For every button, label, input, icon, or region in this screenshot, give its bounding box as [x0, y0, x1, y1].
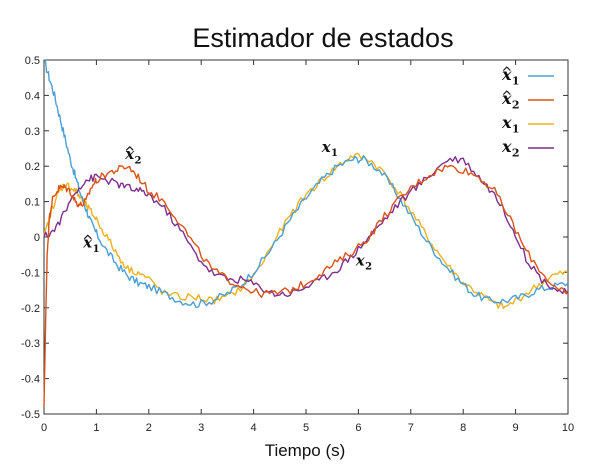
math-label-subscript: 1 — [512, 122, 520, 135]
math-label-letter: x — [501, 89, 512, 108]
x-axis: 0 1 2 3 4 5 6 7 8 9 10 — [41, 60, 574, 434]
math-label-letter: x — [501, 137, 512, 156]
math-label-subscript: 1 — [512, 74, 520, 87]
y-tick-label: -0.3 — [21, 338, 40, 350]
y-tick-label: -0.2 — [21, 303, 40, 315]
y-tick-label: 0.5 — [25, 55, 40, 67]
hat-accent — [83, 234, 92, 240]
x-tick-label: 6 — [355, 422, 361, 434]
x-tick-label: 5 — [303, 422, 309, 434]
math-label-subscript: 2 — [365, 262, 372, 273]
series-line-2 — [43, 164, 569, 407]
math-label-subscript: 2 — [135, 155, 142, 166]
x-tick-label: 9 — [513, 422, 519, 434]
math-label-letter: x — [355, 251, 366, 269]
math-label-subscript: 1 — [331, 148, 338, 159]
y-tick-label: 0.2 — [25, 161, 40, 173]
math-label-letter: x — [321, 138, 332, 156]
x-tick-label: 8 — [460, 422, 466, 434]
math-label-letter: x — [82, 234, 93, 252]
hat-accent — [502, 90, 511, 95]
y-tick-label: -0.5 — [21, 409, 40, 421]
math-label-letter: x — [501, 113, 512, 132]
hat-accent — [502, 66, 511, 71]
x-axis-label: Tiempo (s) — [265, 441, 346, 460]
math-label-letter: x — [501, 65, 512, 84]
y-tick-label: 0 — [34, 232, 40, 244]
y-axis: -0.5 -0.4 -0.3 -0.2 -0.1 0 0.1 0.2 0.3 0.4 0.5 — [21, 55, 568, 421]
series-lines — [43, 59, 569, 407]
hat-accent — [125, 146, 134, 151]
math-label-subscript: 2 — [512, 98, 520, 111]
x-tick-label: 0 — [41, 422, 47, 434]
legend: x 1x 2x 1x 2 — [501, 65, 554, 159]
y-tick-label: 0.3 — [25, 126, 40, 138]
y-tick-label: 0.1 — [25, 197, 40, 209]
y-tick-label: -0.4 — [21, 374, 40, 386]
y-tick-label: -0.1 — [21, 267, 40, 279]
x-tick-label: 7 — [408, 422, 414, 434]
math-label-letter: x — [124, 145, 135, 163]
plot-area-frame — [43, 59, 569, 415]
curve-annotations: x 2x 1x 1x 2 — [82, 138, 372, 272]
x-tick-label: 3 — [198, 422, 204, 434]
x-tick-label: 4 — [251, 422, 257, 434]
series-line-4 — [43, 156, 569, 298]
y-tick-label: 0.4 — [25, 90, 40, 102]
x-tick-label: 1 — [93, 422, 99, 434]
x-tick-label: 2 — [146, 422, 152, 434]
math-label-subscript: 1 — [93, 244, 100, 255]
chart-title: Estimador de estados — [192, 23, 453, 53]
x-tick-label: 10 — [562, 422, 574, 434]
math-label-subscript: 2 — [512, 146, 520, 159]
series-line-1 — [43, 59, 569, 309]
